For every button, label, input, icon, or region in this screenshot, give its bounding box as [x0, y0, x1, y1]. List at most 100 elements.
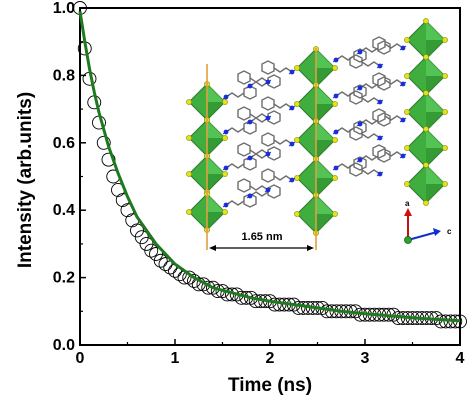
alkyl-chain: [249, 149, 269, 155]
y-tick-label: 0.8: [53, 67, 75, 84]
nh-bond: [222, 94, 230, 100]
axis-a-arrowhead: [404, 208, 412, 216]
alkyl-chain: [361, 61, 381, 67]
bridge-atom: [442, 181, 448, 187]
axis-c-label: c: [447, 227, 452, 236]
bridge-atom: [186, 209, 192, 215]
nh-bond: [264, 187, 272, 193]
axis-b-origin: [404, 236, 412, 244]
data-point: [101, 152, 116, 167]
octahedron-facet: [207, 120, 225, 138]
bridge-atom: [294, 175, 300, 181]
phenyl-ring: [372, 108, 386, 123]
octahedron-facet: [316, 159, 335, 178]
data-point: [144, 243, 159, 258]
nh-bond: [222, 129, 230, 135]
alkyl-chain: [384, 151, 404, 157]
phenyl-ring: [372, 72, 386, 87]
bridge-atom: [332, 65, 338, 71]
octahedron-facet: [207, 138, 225, 156]
bridge-atom: [423, 162, 429, 168]
nh-bond: [332, 57, 340, 63]
data-point: [196, 277, 211, 292]
nh-bond: [264, 115, 272, 121]
phenyl-ring: [261, 132, 275, 147]
octahedron: [294, 118, 338, 162]
octahedron-facet: [426, 93, 445, 112]
octahedron-facet: [207, 174, 225, 192]
fit-curve: [78, 11, 461, 323]
nh-bond: [246, 119, 254, 125]
organic-molecule: [372, 108, 407, 123]
data-point: [130, 223, 144, 238]
alkyl-chain: [384, 79, 404, 85]
x-tick-label: 2: [266, 350, 275, 367]
organic-molecule: [356, 40, 391, 55]
bridge-atom: [442, 145, 448, 151]
nh-bond: [288, 105, 296, 111]
data-point: [291, 300, 306, 315]
octahedron-facet: [316, 85, 335, 104]
phenyl-ring: [237, 178, 251, 193]
alkyl-chain: [249, 77, 269, 83]
octahedron-facet: [426, 184, 445, 203]
phenyl-ring: [267, 184, 281, 199]
nh-bond: [222, 165, 230, 171]
organic-molecule: [372, 72, 407, 87]
axis-a-label: a: [405, 199, 410, 208]
x-axis-ticks: 0 1 2 3 4: [76, 339, 465, 367]
y-tick-label: 1.0: [53, 0, 75, 17]
organic-molecule: [261, 132, 296, 147]
bridge-atom: [404, 181, 410, 187]
bridge-atom: [222, 171, 228, 177]
octahedron-facet: [426, 148, 445, 167]
nh-bond: [332, 165, 340, 171]
bridge-atom: [332, 101, 338, 107]
bridge-atom: [404, 109, 410, 115]
octahedron-facet: [207, 156, 225, 174]
bridge-atom: [442, 37, 448, 43]
y-axis-title: Intensity (arb.units): [15, 92, 36, 268]
organic-molecule: [261, 60, 296, 75]
octahedron-facet: [316, 195, 335, 214]
organic-molecule: [349, 54, 384, 69]
organic-molecule: [349, 126, 384, 141]
bridge-atom: [294, 137, 300, 143]
phenyl-ring: [349, 162, 363, 177]
data-point: [134, 230, 149, 245]
data-point: [158, 257, 173, 272]
nh-bond: [399, 117, 407, 123]
data-point: [96, 135, 111, 150]
organic-molecule: [237, 142, 272, 157]
octahedron-facet: [316, 104, 335, 123]
alkyl-chain: [273, 139, 293, 145]
organic-molecule: [246, 146, 281, 161]
nh-bond: [356, 121, 364, 127]
bridge-atom: [423, 126, 429, 132]
phenyl-ring: [353, 156, 367, 171]
phenyl-ring: [349, 126, 363, 141]
data-point: [139, 236, 154, 251]
alkyl-chain: [273, 175, 293, 181]
x-tick-label: 3: [361, 350, 370, 367]
axis-c-arrowhead: [433, 228, 441, 236]
bridge-atom: [186, 135, 192, 141]
octahedron-facet: [316, 140, 335, 159]
data-point: [149, 247, 163, 261]
data-point: [206, 280, 220, 295]
bridge-atom: [294, 101, 300, 107]
bridge-atom: [423, 90, 429, 96]
octahedron-facet: [426, 57, 445, 76]
data-point: [153, 253, 168, 268]
octahedron-facet: [426, 129, 445, 148]
alkyl-chain: [384, 43, 404, 49]
x-tick-label: 0: [76, 350, 85, 367]
octahedron: [404, 162, 448, 206]
y-tick-label: 0.2: [53, 270, 75, 287]
phenyl-ring: [261, 168, 275, 183]
bridge-atom: [423, 200, 429, 206]
alkyl-chain: [361, 169, 381, 175]
y-axis-ticks: 0.0 0.2 0.4 0.6 0.8 1.0: [53, 0, 86, 354]
octahedron-facet: [426, 40, 445, 59]
organic-molecule: [349, 90, 384, 105]
